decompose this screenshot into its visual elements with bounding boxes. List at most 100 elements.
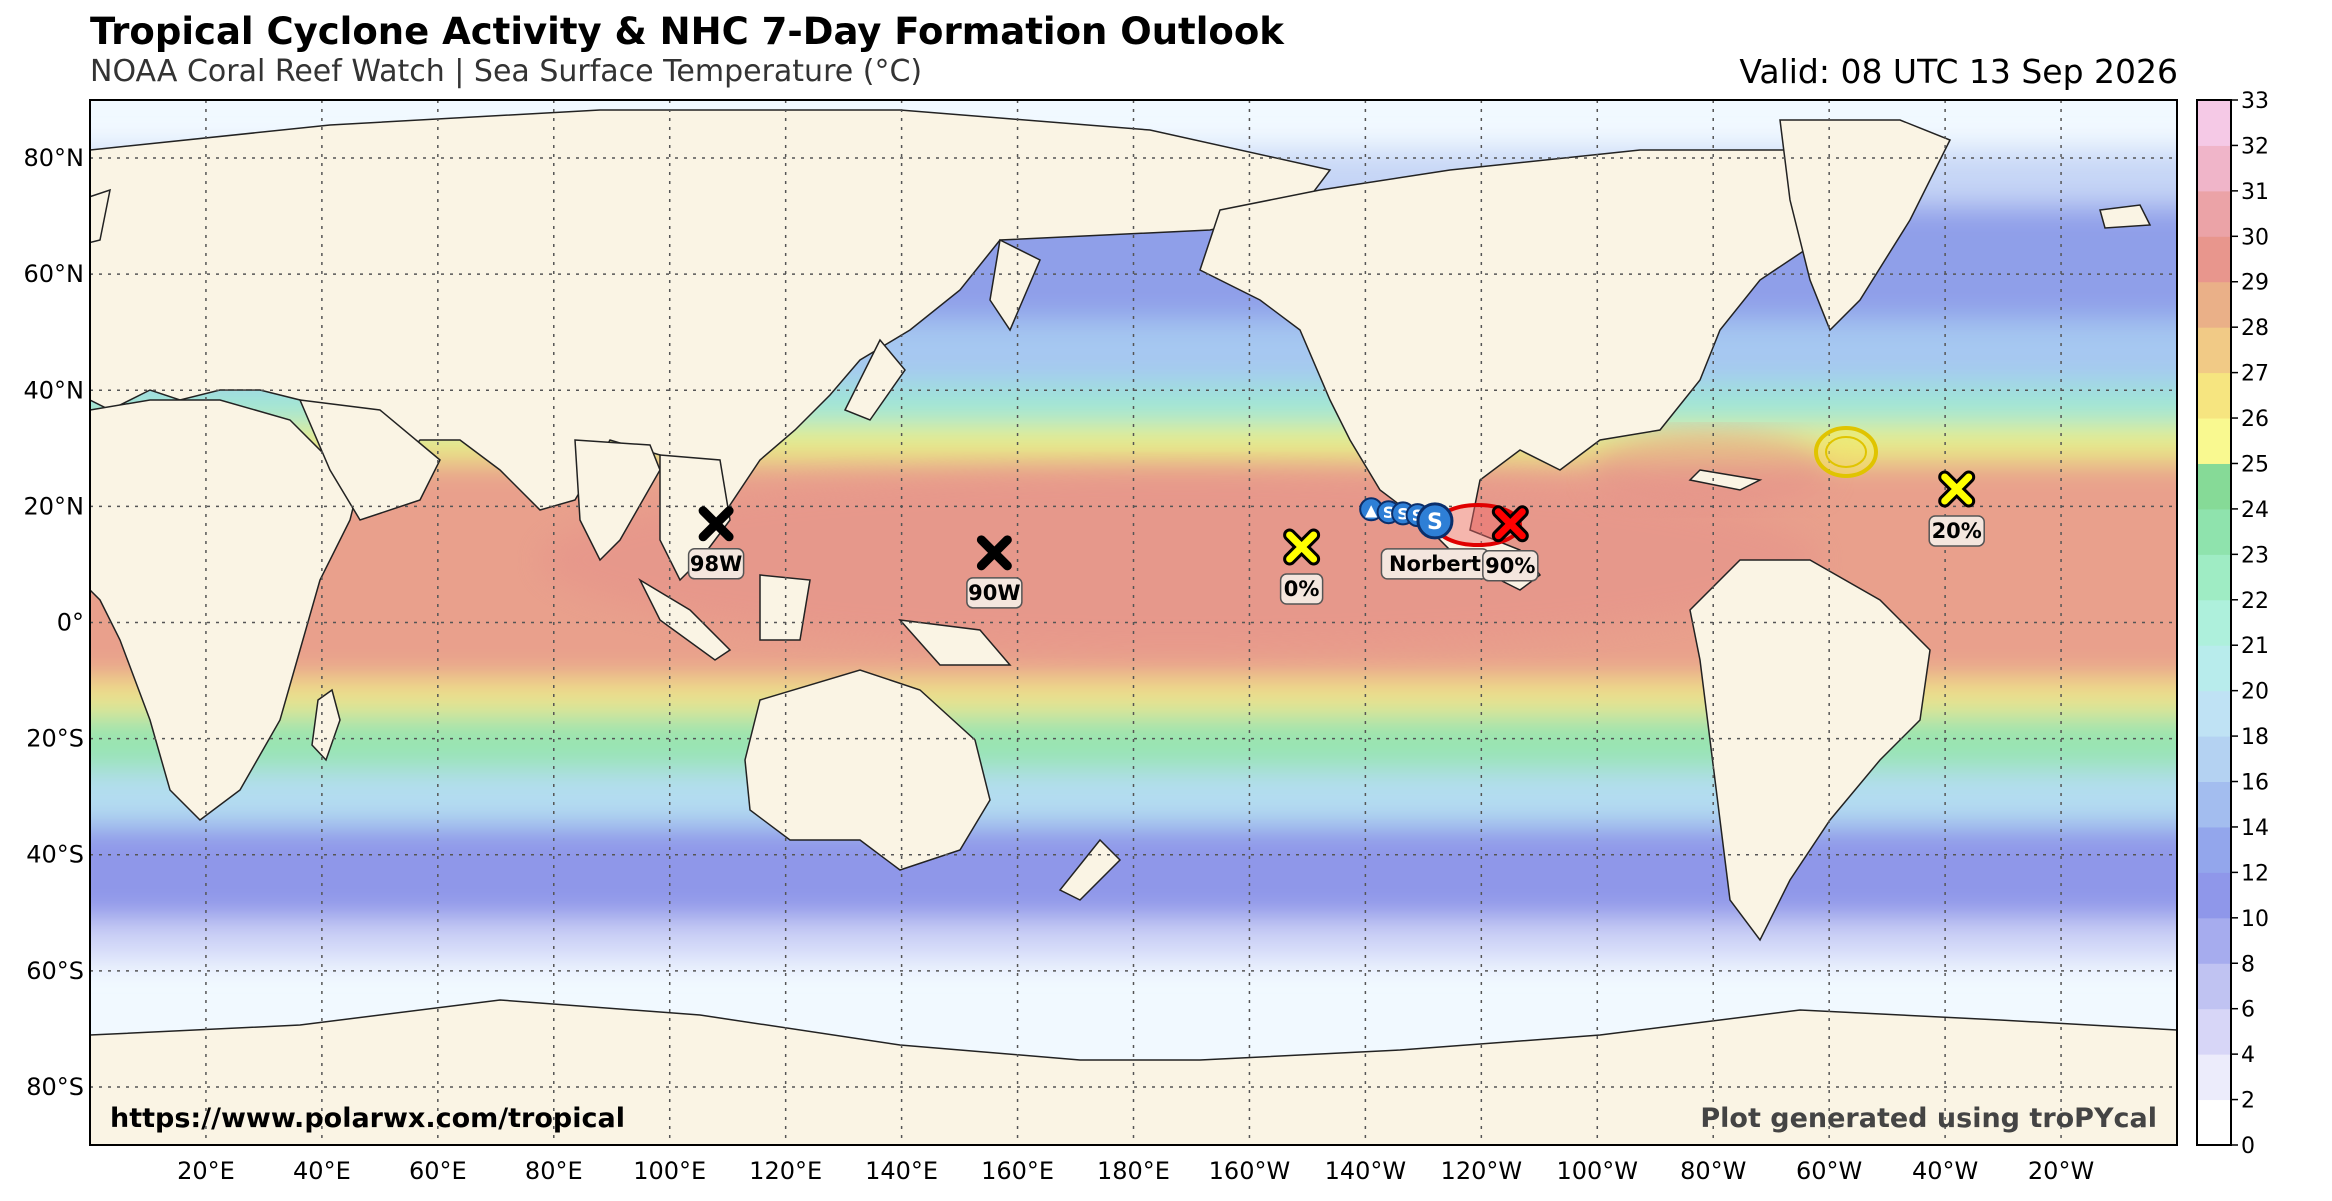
outlook-marker-ep-90: 90% (1482, 505, 1539, 582)
colorbar-label: 10 (2241, 907, 2269, 932)
lon-tick-label: 100°E (633, 1157, 706, 1185)
track-symbol: S (1397, 504, 1409, 523)
colorbar-segment (2197, 826, 2231, 873)
sst-colorbar: 0246810121416182021222324252627282930313… (2196, 89, 2269, 1159)
colorbar-label: 6 (2241, 998, 2255, 1023)
colorbar-segment (2197, 599, 2231, 646)
colorbar-segment (2197, 281, 2231, 328)
lat-tick-label: 20°N (24, 492, 85, 520)
lon-tick-label: 120°W (1441, 1157, 1523, 1185)
lon-tick-label: 60°E (409, 1157, 467, 1185)
colorbar-label: 23 (2241, 543, 2269, 568)
outlook-probability: 0% (1284, 577, 1320, 601)
colorbar-segment (2197, 690, 2231, 737)
colorbar-segment (2197, 463, 2231, 510)
cuba (1688, 469, 1763, 491)
colorbar-segment (2197, 190, 2231, 237)
kamchatka (989, 238, 1041, 332)
x-icon (698, 506, 734, 542)
x-icon (1941, 473, 1973, 505)
colorbar-label: 25 (2241, 452, 2269, 477)
great-britain (90, 188, 111, 244)
iceland (2099, 204, 2152, 229)
colorbar-label: 12 (2241, 861, 2269, 886)
track-symbol: S (1383, 503, 1395, 522)
colorbar-segment (2197, 872, 2231, 919)
colorbar-segment (2197, 1099, 2231, 1146)
borneo (759, 574, 811, 641)
lat-tick-label: 80°N (24, 144, 85, 172)
outlook-probability: 90% (1485, 554, 1535, 578)
lat-lon-grid (90, 100, 2177, 1145)
colorbar-segment (2197, 327, 2231, 374)
lon-tick-label: 140°E (865, 1157, 938, 1185)
colorbar-label: 28 (2241, 316, 2269, 341)
colorbar-label: 31 (2241, 180, 2269, 205)
map-subtitle: NOAA Coral Reef Watch | Sea Surface Temp… (90, 54, 923, 89)
south-america (1689, 559, 1931, 942)
storm-symbol: S (1427, 510, 1443, 535)
storm-track-norbert: ▲SSSSNorbert (1359, 497, 1490, 580)
lon-tick-label: 120°E (749, 1157, 822, 1185)
lon-tick-label: 160°E (981, 1157, 1054, 1185)
colorbar-segment (2197, 736, 2231, 783)
colorbar-label: 2 (2241, 1089, 2255, 1114)
lon-tick-label: 80°E (525, 1157, 583, 1185)
lon-tick-label: 100°W (1557, 1157, 1639, 1185)
colorbar-label: 24 (2241, 498, 2269, 523)
sumatra (638, 578, 732, 661)
lon-tick-label: 80°W (1680, 1157, 1746, 1185)
lat-tick-label: 60°N (24, 260, 85, 288)
storm-label: 98W (690, 552, 742, 576)
india (574, 439, 661, 562)
colorbar-segment (2197, 1008, 2231, 1055)
colorbar-segment (2197, 963, 2231, 1010)
madagascar (311, 688, 341, 762)
colorbar-segment (2197, 145, 2231, 192)
colorbar-label: 32 (2241, 134, 2269, 159)
lon-tick-label: 20°W (2028, 1157, 2094, 1185)
new-guinea (898, 619, 1012, 666)
lat-tick-label: 0° (57, 609, 84, 637)
colorbar-segment (2197, 236, 2231, 283)
lat-tick-label: 80°S (26, 1073, 84, 1101)
map-title: Tropical Cyclone Activity & NHC 7-Day Fo… (90, 10, 1284, 53)
latitude-labels: 80°N 60°N 40°N 20°N 0° 20°S 40°S 60°S 80°S (24, 144, 85, 1101)
greenland (1779, 119, 1952, 332)
outlook-probability-box (1928, 515, 1985, 547)
new-zealand (1058, 838, 1122, 901)
lon-tick-label: 20°E (177, 1157, 235, 1185)
storm-label-box (687, 548, 745, 580)
outlook-marker-at-20: 20% (1928, 470, 1985, 547)
colorbar-label: 30 (2241, 225, 2269, 250)
japan (843, 338, 906, 421)
africa (90, 399, 361, 821)
lon-tick-label: 140°W (1325, 1157, 1407, 1185)
storm-label: Norbert (1389, 552, 1481, 576)
storm-label: 90W (968, 581, 1020, 605)
outlook-probability: 20% (1932, 519, 1982, 543)
colorbar-label: 4 (2241, 1043, 2255, 1068)
colorbar-label: 27 (2241, 362, 2269, 387)
lon-tick-label: 160°W (1209, 1157, 1291, 1185)
credit-url: https://www.polarwx.com/tropical (110, 1103, 625, 1134)
longitude-labels: 20°E 40°E 60°E 80°E 100°E 120°E 140°E 160°E 180°… (177, 1157, 2094, 1185)
x-icon (1494, 508, 1526, 540)
tropical-storm-icon (1416, 502, 1454, 540)
lon-tick-label: 180°E (1097, 1157, 1170, 1185)
lat-tick-label: 20°S (26, 725, 84, 753)
colorbar-segment (2197, 100, 2231, 146)
australia (744, 669, 991, 871)
colorbar-segment (2197, 781, 2231, 828)
x-icon (1286, 531, 1318, 563)
lon-tick-label: 60°W (1796, 1157, 1862, 1185)
outlook-area-20 (1814, 426, 1878, 478)
lat-tick-label: 60°S (26, 957, 84, 985)
colorbar-segment (2197, 508, 2231, 555)
colorbar-label: 0 (2241, 1134, 2255, 1159)
colorbar-segment (2197, 554, 2231, 601)
invest-marker-90W: 90W (966, 535, 1023, 609)
colorbar-label: 18 (2241, 725, 2269, 750)
